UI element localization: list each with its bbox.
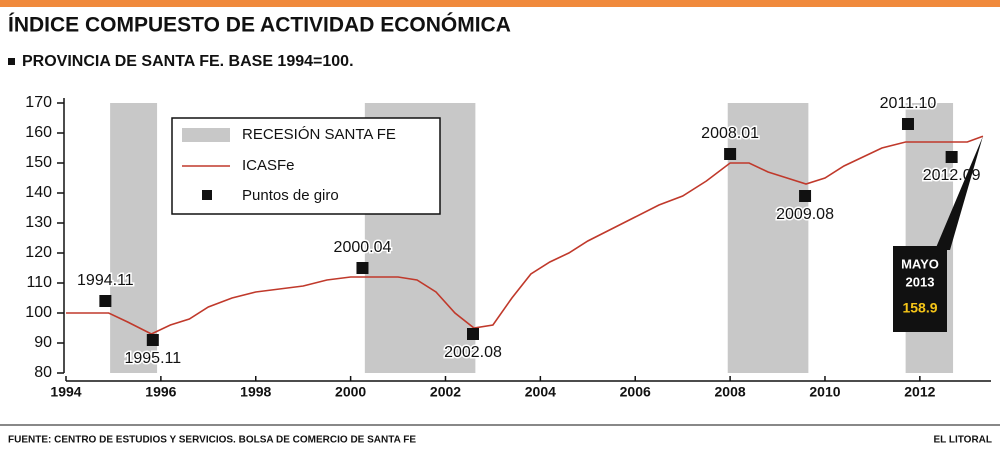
callout-year: 2013 xyxy=(906,274,935,289)
y-tick-label: 90 xyxy=(34,334,52,351)
turning-point xyxy=(467,328,479,340)
y-tick-label: 140 xyxy=(25,184,52,201)
turning-point xyxy=(799,190,812,202)
y-tick-label: 130 xyxy=(25,214,52,231)
turning-point xyxy=(724,148,737,160)
x-tick-label: 1994 xyxy=(50,384,81,400)
x-tick-label: 2012 xyxy=(904,384,935,400)
x-tick-label: 2010 xyxy=(809,384,840,400)
series-line xyxy=(66,135,984,335)
turning-point xyxy=(99,295,112,307)
x-tick-label: 2000 xyxy=(335,384,366,400)
x-tick-label: 2006 xyxy=(620,384,651,400)
legend-label: Puntos de giro xyxy=(242,187,339,204)
legend-swatch xyxy=(202,190,212,200)
top-bar xyxy=(0,0,1000,7)
legend-label: ICASFe xyxy=(242,157,295,174)
legend-swatch xyxy=(182,128,230,142)
callout-value: 158.9 xyxy=(902,300,937,316)
y-tick-label: 80 xyxy=(34,364,52,381)
x-tick-label: 2002 xyxy=(430,384,461,400)
turning-point-label: 2011.10 xyxy=(880,95,937,112)
chart-title: ÍNDICE COMPUESTO DE ACTIVIDAD ECONÓMICA xyxy=(8,13,511,37)
turning-point-label: 1995.11 xyxy=(124,350,181,367)
y-tick-label: 160 xyxy=(25,124,52,141)
turning-point xyxy=(146,334,159,346)
callout-month: MAYO xyxy=(901,256,939,271)
turning-point xyxy=(945,151,958,163)
x-tick-label: 2004 xyxy=(525,384,556,400)
x-tick-label: 1998 xyxy=(240,384,271,400)
turning-point-label: 2008.01 xyxy=(701,125,759,142)
source: FUENTE: CENTRO DE ESTUDIOS Y SERVICIOS. … xyxy=(8,435,416,446)
callout-pointer xyxy=(935,136,983,250)
turning-point-label: 2009.08 xyxy=(776,206,834,223)
recession-band xyxy=(727,103,809,373)
y-tick-label: 150 xyxy=(25,154,52,171)
y-tick-label: 100 xyxy=(25,304,52,321)
turning-point-label: 2002.08 xyxy=(444,344,502,361)
turning-point-label: 2000.04 xyxy=(334,239,392,256)
legend-label: RECESIÓN SANTA FE xyxy=(242,126,396,143)
credit: EL LITORAL xyxy=(933,435,992,446)
y-tick-label: 170 xyxy=(25,94,52,111)
chart-subtitle: PROVINCIA DE SANTA FE. BASE 1994=100. xyxy=(22,53,354,70)
y-tick-label: 110 xyxy=(26,274,52,291)
turning-point xyxy=(901,118,914,130)
turning-point-label: 1994.11 xyxy=(77,272,134,289)
bullet xyxy=(8,58,15,65)
callout-box xyxy=(893,246,947,332)
recession-band xyxy=(110,103,158,373)
x-tick-label: 1996 xyxy=(145,384,176,400)
turning-point xyxy=(356,262,369,274)
y-tick-label: 120 xyxy=(25,244,52,261)
x-tick-label: 2008 xyxy=(715,384,746,400)
